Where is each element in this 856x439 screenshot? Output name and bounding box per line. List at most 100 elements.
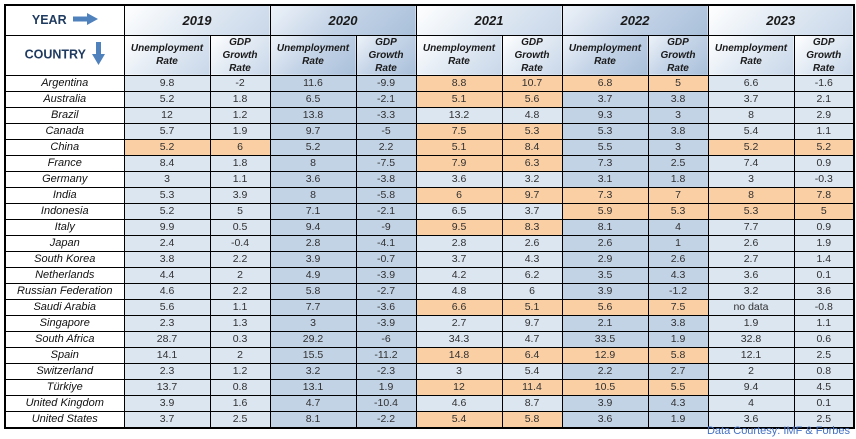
country-name-cell: Switzerland — [4, 362, 125, 380]
country-name-cell: Russian Federation — [4, 282, 125, 300]
table-row: United States 3.7 2.5 8.1 -2.2 5.4 5.8 3.6 1.9 3.… — [4, 410, 855, 428]
value-cell: 2.6 — [707, 234, 795, 252]
value-cell: 3.7 — [707, 90, 795, 108]
value-cell: 2.5 — [793, 410, 855, 428]
value-cell: 1.9 — [209, 122, 271, 140]
value-cell: 5.5 — [561, 138, 649, 156]
value-cell: 5.5 — [647, 378, 709, 396]
value-cell: 2 — [209, 266, 271, 284]
value-cell: 1.1 — [209, 298, 271, 316]
value-cell: 2 — [209, 346, 271, 364]
value-cell: 11.6 — [269, 74, 357, 92]
value-cell: -6 — [355, 330, 417, 348]
value-cell: 1.8 — [209, 90, 271, 108]
country-corner-cell: COUNTRY — [4, 34, 125, 76]
value-cell: 1.9 — [647, 410, 709, 428]
value-cell: 2.5 — [209, 410, 271, 428]
data-source-note: Data Courtesy: IMF & Forbes — [706, 425, 850, 437]
value-cell: 3.9 — [561, 394, 649, 412]
value-cell: 2.5 — [793, 346, 855, 364]
value-cell: 1.1 — [793, 122, 855, 140]
value-cell: 2.1 — [561, 314, 649, 332]
value-cell: 5.9 — [561, 202, 649, 220]
country-name-cell: Brazil — [4, 106, 125, 124]
value-cell: 29.2 — [269, 330, 357, 348]
metric-header: Unemployment Rate — [269, 34, 357, 76]
country-name-cell: France — [4, 154, 125, 172]
value-cell: 5.3 — [501, 122, 563, 140]
value-cell: 3.9 — [561, 282, 649, 300]
table-row: India 5.3 3.9 8 -5.8 6 9.7 7.3 7 8 7.8 — [4, 186, 855, 204]
value-cell: 3.6 — [269, 170, 357, 188]
year-header-2023: 2023 — [707, 4, 855, 36]
value-cell: 9.5 — [415, 218, 503, 236]
value-cell: -3.9 — [355, 266, 417, 284]
value-cell: -1.2 — [647, 282, 709, 300]
year-label: YEAR — [31, 12, 67, 27]
value-cell: 6 — [209, 138, 271, 156]
table-row: Switzerland 2.3 1.2 3.2 -2.3 3 5.4 2.2 2.7 2 0.8 — [4, 362, 855, 380]
value-cell: 8.8 — [415, 74, 503, 92]
table-row: Argentina 9.8 -2 11.6 -9.9 8.8 10.7 6.8 5 6.6 -1.6 — [4, 74, 855, 92]
value-cell: 5.6 — [501, 90, 563, 108]
value-cell: 15.5 — [269, 346, 357, 364]
value-cell: -10.4 — [355, 394, 417, 412]
value-cell: 1.9 — [647, 330, 709, 348]
value-cell: 1.8 — [209, 154, 271, 172]
value-cell: 3.7 — [501, 202, 563, 220]
metric-header: Unemployment Rate — [561, 34, 649, 76]
value-cell: 0.8 — [209, 378, 271, 396]
country-name-cell: Netherlands — [4, 266, 125, 284]
value-cell: -3.3 — [355, 106, 417, 124]
metric-header-row: COUNTRY Unemployment Rate GDP Growth Rate… — [4, 34, 855, 76]
value-cell: 4.7 — [501, 330, 563, 348]
value-cell: 4.3 — [647, 266, 709, 284]
table-row: Australia 5.2 1.8 6.5 -2.1 5.1 5.6 3.7 3.8 3.7 2.1 — [4, 90, 855, 108]
value-cell: 3.8 — [647, 90, 709, 108]
table-row: China 5.2 6 5.2 2.2 5.1 8.4 5.5 3 5.2 5.2 — [4, 138, 855, 156]
country-name-cell: South Africa — [4, 330, 125, 348]
table-row: South Africa 28.7 0.3 29.2 -6 34.3 4.7 33.5 1.9 3… — [4, 330, 855, 348]
value-cell: 2.6 — [561, 234, 649, 252]
value-cell: 5.2 — [707, 138, 795, 156]
value-cell: 1.1 — [793, 314, 855, 332]
value-cell: -11.2 — [355, 346, 417, 364]
value-cell: 3.7 — [561, 90, 649, 108]
value-cell: 2.2 — [209, 282, 271, 300]
value-cell: 5.2 — [123, 90, 211, 108]
year-header-2020: 2020 — [269, 4, 417, 36]
value-cell: -3.9 — [355, 314, 417, 332]
value-cell: 6.3 — [501, 154, 563, 172]
metric-header: Unemployment Rate — [415, 34, 503, 76]
value-cell: 4.4 — [123, 266, 211, 284]
value-cell: 8 — [269, 186, 357, 204]
value-cell: 3.9 — [123, 394, 211, 412]
value-cell: -2.1 — [355, 90, 417, 108]
value-cell: 34.3 — [415, 330, 503, 348]
value-cell: -3.6 — [355, 298, 417, 316]
value-cell: 12 — [415, 378, 503, 396]
value-cell: 14.1 — [123, 346, 211, 364]
value-cell: -4.1 — [355, 234, 417, 252]
value-cell: 7.3 — [561, 186, 649, 204]
value-cell: 13.7 — [123, 378, 211, 396]
value-cell: 3.9 — [209, 186, 271, 204]
value-cell: -0.3 — [793, 170, 855, 188]
value-cell: 4.2 — [415, 266, 503, 284]
value-cell: 5.4 — [415, 410, 503, 428]
value-cell: 7.1 — [269, 202, 357, 220]
value-cell: 13.1 — [269, 378, 357, 396]
metric-header: Unemployment Rate — [123, 34, 211, 76]
country-name-cell: United Kingdom — [4, 394, 125, 412]
metric-header: Unemployment Rate — [707, 34, 795, 76]
value-cell: 9.7 — [501, 314, 563, 332]
value-cell: 3.6 — [561, 410, 649, 428]
table-row: Spain 14.1 2 15.5 -11.2 14.8 6.4 12.9 5.8 12.1 2.5 — [4, 346, 855, 364]
value-cell: 4.8 — [501, 106, 563, 124]
value-cell: 5.8 — [269, 282, 357, 300]
value-cell: 3.1 — [561, 170, 649, 188]
value-cell: 9.7 — [269, 122, 357, 140]
value-cell: 7.7 — [707, 218, 795, 236]
value-cell: 4.9 — [269, 266, 357, 284]
value-cell: 7.9 — [415, 154, 503, 172]
